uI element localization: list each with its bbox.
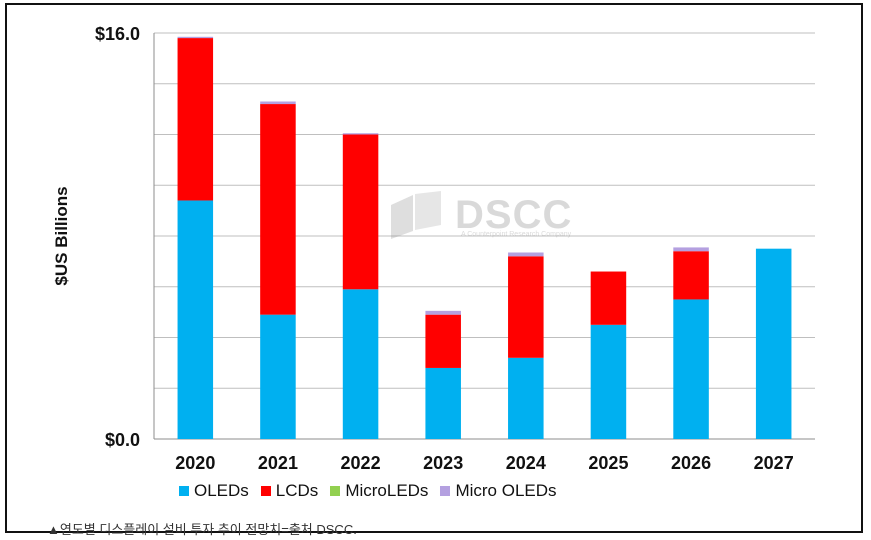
x-tick-label: 2022 [341,453,381,473]
x-tick-label: 2023 [423,453,463,473]
bar-oleds-2022 [342,289,379,439]
bar-oleds-2021 [260,314,296,439]
legend-item-micro-oleds: Micro OLEDs [440,481,557,501]
bar-lcds-2022 [342,134,379,290]
legend-label-microleds: MicroLEDs [345,481,429,500]
bar-micro-oleds-2024 [508,252,544,257]
legend-item-lcds: LCDs [260,481,319,501]
legend-swatch-lcds [260,486,271,496]
legend-label-lcds: LCDs [275,481,319,500]
bar-oleds-2024 [508,357,544,439]
legend-label-oleds: OLEDs [194,481,249,500]
bar-micro-oleds-2022 [342,133,379,135]
chart-frame: $0.0 $16.0 $US Billions 2020 2021 2022 2023 202… [5,3,863,537]
bar-micro-oleds-2026 [673,247,709,252]
bar-micro-oleds-2021 [260,101,296,105]
x-tick-label: 2025 [588,453,628,473]
bar-lcds-2025 [590,271,627,325]
legend-swatch-microleds [330,486,341,496]
x-tick-label: 2026 [671,453,711,473]
y-tick-label: $0.0 [105,430,140,450]
legend-item-oleds: OLEDs [179,481,249,501]
bar-micro-oleds-2023 [425,310,461,315]
dscc-watermark: DSCC A Counterpoint Research Company [391,191,572,239]
dscc-logo-icon [391,191,441,239]
stacked-bar-chart: $0.0 $16.0 $US Billions 2020 2021 2022 2023 202… [52,24,815,473]
legend-label-micro-oleds: Micro OLEDs [455,481,557,500]
bar-oleds-2026 [673,299,709,439]
figure-caption: ▲연도별 디스플레이 설비 투자 추이 전망치=출처 DSCC. [47,522,357,537]
bar-lcds-2026 [673,251,709,300]
bar-lcds-2024 [508,256,544,358]
bar-oleds-2020 [177,200,214,439]
bar-lcds-2021 [260,104,296,315]
x-tick-label: 2021 [258,453,298,473]
y-tick-label: $16.0 [95,24,140,44]
bar-lcds-2020 [177,38,214,201]
watermark-brand: DSCC [455,193,573,237]
legend-swatch-micro-oleds [440,486,451,496]
x-tick-label: 2020 [175,453,215,473]
y-axis-title: $US Billions [52,186,71,285]
watermark-tagline: A Counterpoint Research Company [461,231,572,238]
x-tick-label: 2027 [754,453,794,473]
bar-lcds-2023 [425,314,461,368]
legend-item-microleds: MicroLEDs [330,481,428,501]
x-tick-label: 2024 [506,453,546,473]
chart-legend: OLEDs LCDs MicroLEDs Micro OLEDs [179,481,557,501]
bar-oleds-2023 [425,367,461,439]
bar-oleds-2027 [755,248,792,439]
bar-oleds-2025 [590,324,627,439]
bar-micro-oleds-2020 [177,36,214,39]
legend-swatch-oleds [179,486,189,496]
